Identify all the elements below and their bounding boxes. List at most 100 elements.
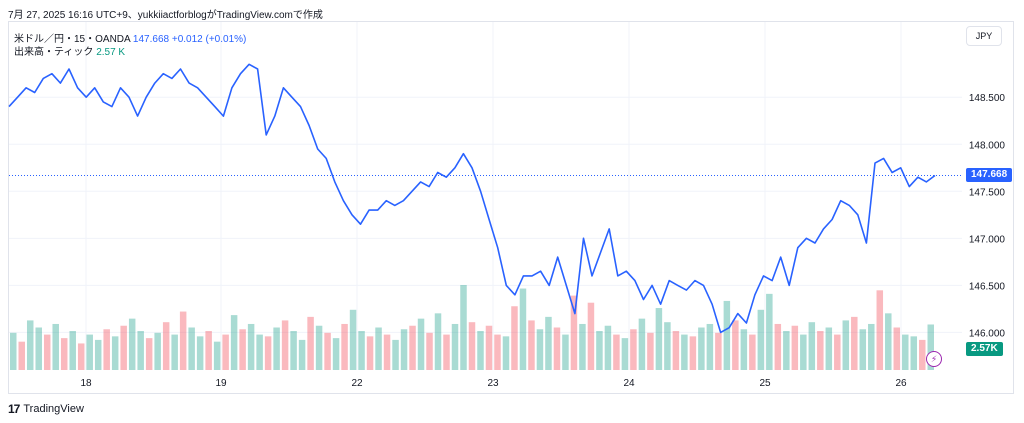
volume-bar <box>749 334 756 370</box>
last-price-badge: 147.668 <box>966 168 1013 183</box>
volume-bar <box>366 336 374 370</box>
volume-bar <box>740 329 748 370</box>
currency-button[interactable]: JPY <box>966 26 1002 46</box>
volume-bar <box>587 302 595 370</box>
volume-bar <box>281 320 289 370</box>
volume-bar <box>162 322 170 370</box>
volume-bar <box>324 332 331 370</box>
lightning-icon[interactable]: ⚡ <box>926 351 942 367</box>
volume-bar <box>43 334 51 370</box>
volume-bar <box>10 332 17 370</box>
volume-bar <box>494 334 501 370</box>
volume-bar <box>596 331 603 370</box>
volume-bar <box>664 322 671 370</box>
price-series-line <box>8 63 936 334</box>
volume-bar <box>264 336 272 370</box>
volume-bar <box>545 316 552 370</box>
volume-bar <box>349 309 357 370</box>
x-tick-label: 25 <box>759 378 771 389</box>
chart-frame[interactable] <box>8 21 1014 394</box>
volume-bar <box>298 339 306 370</box>
volume-bar <box>885 313 892 370</box>
volume-bar <box>519 288 527 370</box>
volume-bar <box>485 325 493 370</box>
volume-bar <box>86 334 93 370</box>
volume-bar <box>553 327 561 370</box>
volume-bar <box>443 334 450 370</box>
volume-indicator-value: 2.57 K <box>96 47 126 58</box>
volume-indicator-name[interactable]: 出来高・ティック <box>14 47 94 58</box>
volume-bar <box>256 334 263 370</box>
volume-bar <box>732 320 739 370</box>
volume-bar <box>273 327 280 370</box>
chart-caption: 7月 27, 2025 16:16 UTC+9、yukkiiactforblog… <box>8 10 323 21</box>
volume-bar <box>783 331 790 370</box>
volume-bar <box>902 334 909 370</box>
volume-bar <box>851 316 858 370</box>
y-tick-label: 146.500 <box>969 281 1006 292</box>
volume-bar <box>698 327 705 370</box>
volume-bar <box>621 338 629 370</box>
volume-bar <box>817 331 824 370</box>
volume-bar <box>128 318 136 370</box>
volume-bar <box>502 336 510 370</box>
volume-bar <box>638 318 646 370</box>
volume-bar <box>18 341 25 370</box>
volume-bar <box>94 339 102 370</box>
x-tick-label: 19 <box>215 378 227 389</box>
legend-symbol-line[interactable]: 米ドル／円・15・OANDA 147.668 +0.012 (+0.01%) <box>14 30 246 45</box>
volume-bar <box>341 323 348 370</box>
y-tick-label: 146.000 <box>969 328 1006 339</box>
volume-bar <box>307 316 314 370</box>
volume-bar <box>655 308 663 370</box>
volume-bar <box>26 320 34 370</box>
volume-bar <box>417 318 425 370</box>
volume-bar <box>613 334 620 370</box>
volume-bar <box>205 331 212 370</box>
volume-bar <box>247 323 255 370</box>
x-tick-label: 18 <box>80 378 92 389</box>
volume-bar <box>808 322 816 370</box>
volume-bar <box>825 327 833 370</box>
volume-bar <box>919 339 926 370</box>
volume-bar <box>800 334 807 370</box>
volume-bar <box>927 324 934 370</box>
volume-bar <box>451 323 459 370</box>
volume-bar <box>375 327 382 370</box>
volume-bar <box>213 341 221 370</box>
volume-bar <box>562 334 569 370</box>
volume-bar <box>77 343 85 370</box>
volume-bar <box>468 322 476 370</box>
y-tick-label: 147.500 <box>969 187 1006 198</box>
volume-bar <box>579 323 586 370</box>
volume-bar <box>400 329 408 370</box>
volume-bar <box>672 331 680 370</box>
volume-bar <box>383 334 391 370</box>
volume-bar <box>60 338 68 370</box>
volume-badge: 2.57K <box>966 342 1003 356</box>
footer-brand[interactable]: 17 TradingView <box>8 402 84 416</box>
volume-bar <box>409 325 416 370</box>
volume-bar <box>460 285 467 370</box>
volume-bar <box>222 334 229 370</box>
volume-bar <box>876 290 884 370</box>
volume-bar <box>757 309 765 370</box>
legend-volume-line[interactable]: 出来高・ティック 2.57 K <box>14 43 125 58</box>
price-change-value: +0.012 (+0.01%) <box>171 34 247 45</box>
y-tick-label: 148.500 <box>969 93 1006 104</box>
volume-bar <box>188 327 195 370</box>
brand-text: TradingView <box>23 403 84 415</box>
volume-bar <box>434 313 442 370</box>
volume-bar <box>647 332 654 370</box>
volume-bar <box>332 338 340 370</box>
volume-bar <box>570 295 578 370</box>
symbol-name[interactable]: 米ドル／円・15・OANDA <box>14 34 131 45</box>
volume-bar <box>893 327 901 370</box>
volume-bar <box>791 325 799 370</box>
volume-bar <box>630 329 637 370</box>
volume-bar <box>239 329 246 370</box>
volume-bar <box>715 332 722 370</box>
x-tick-label: 22 <box>351 378 363 389</box>
volume-bar <box>230 315 238 370</box>
